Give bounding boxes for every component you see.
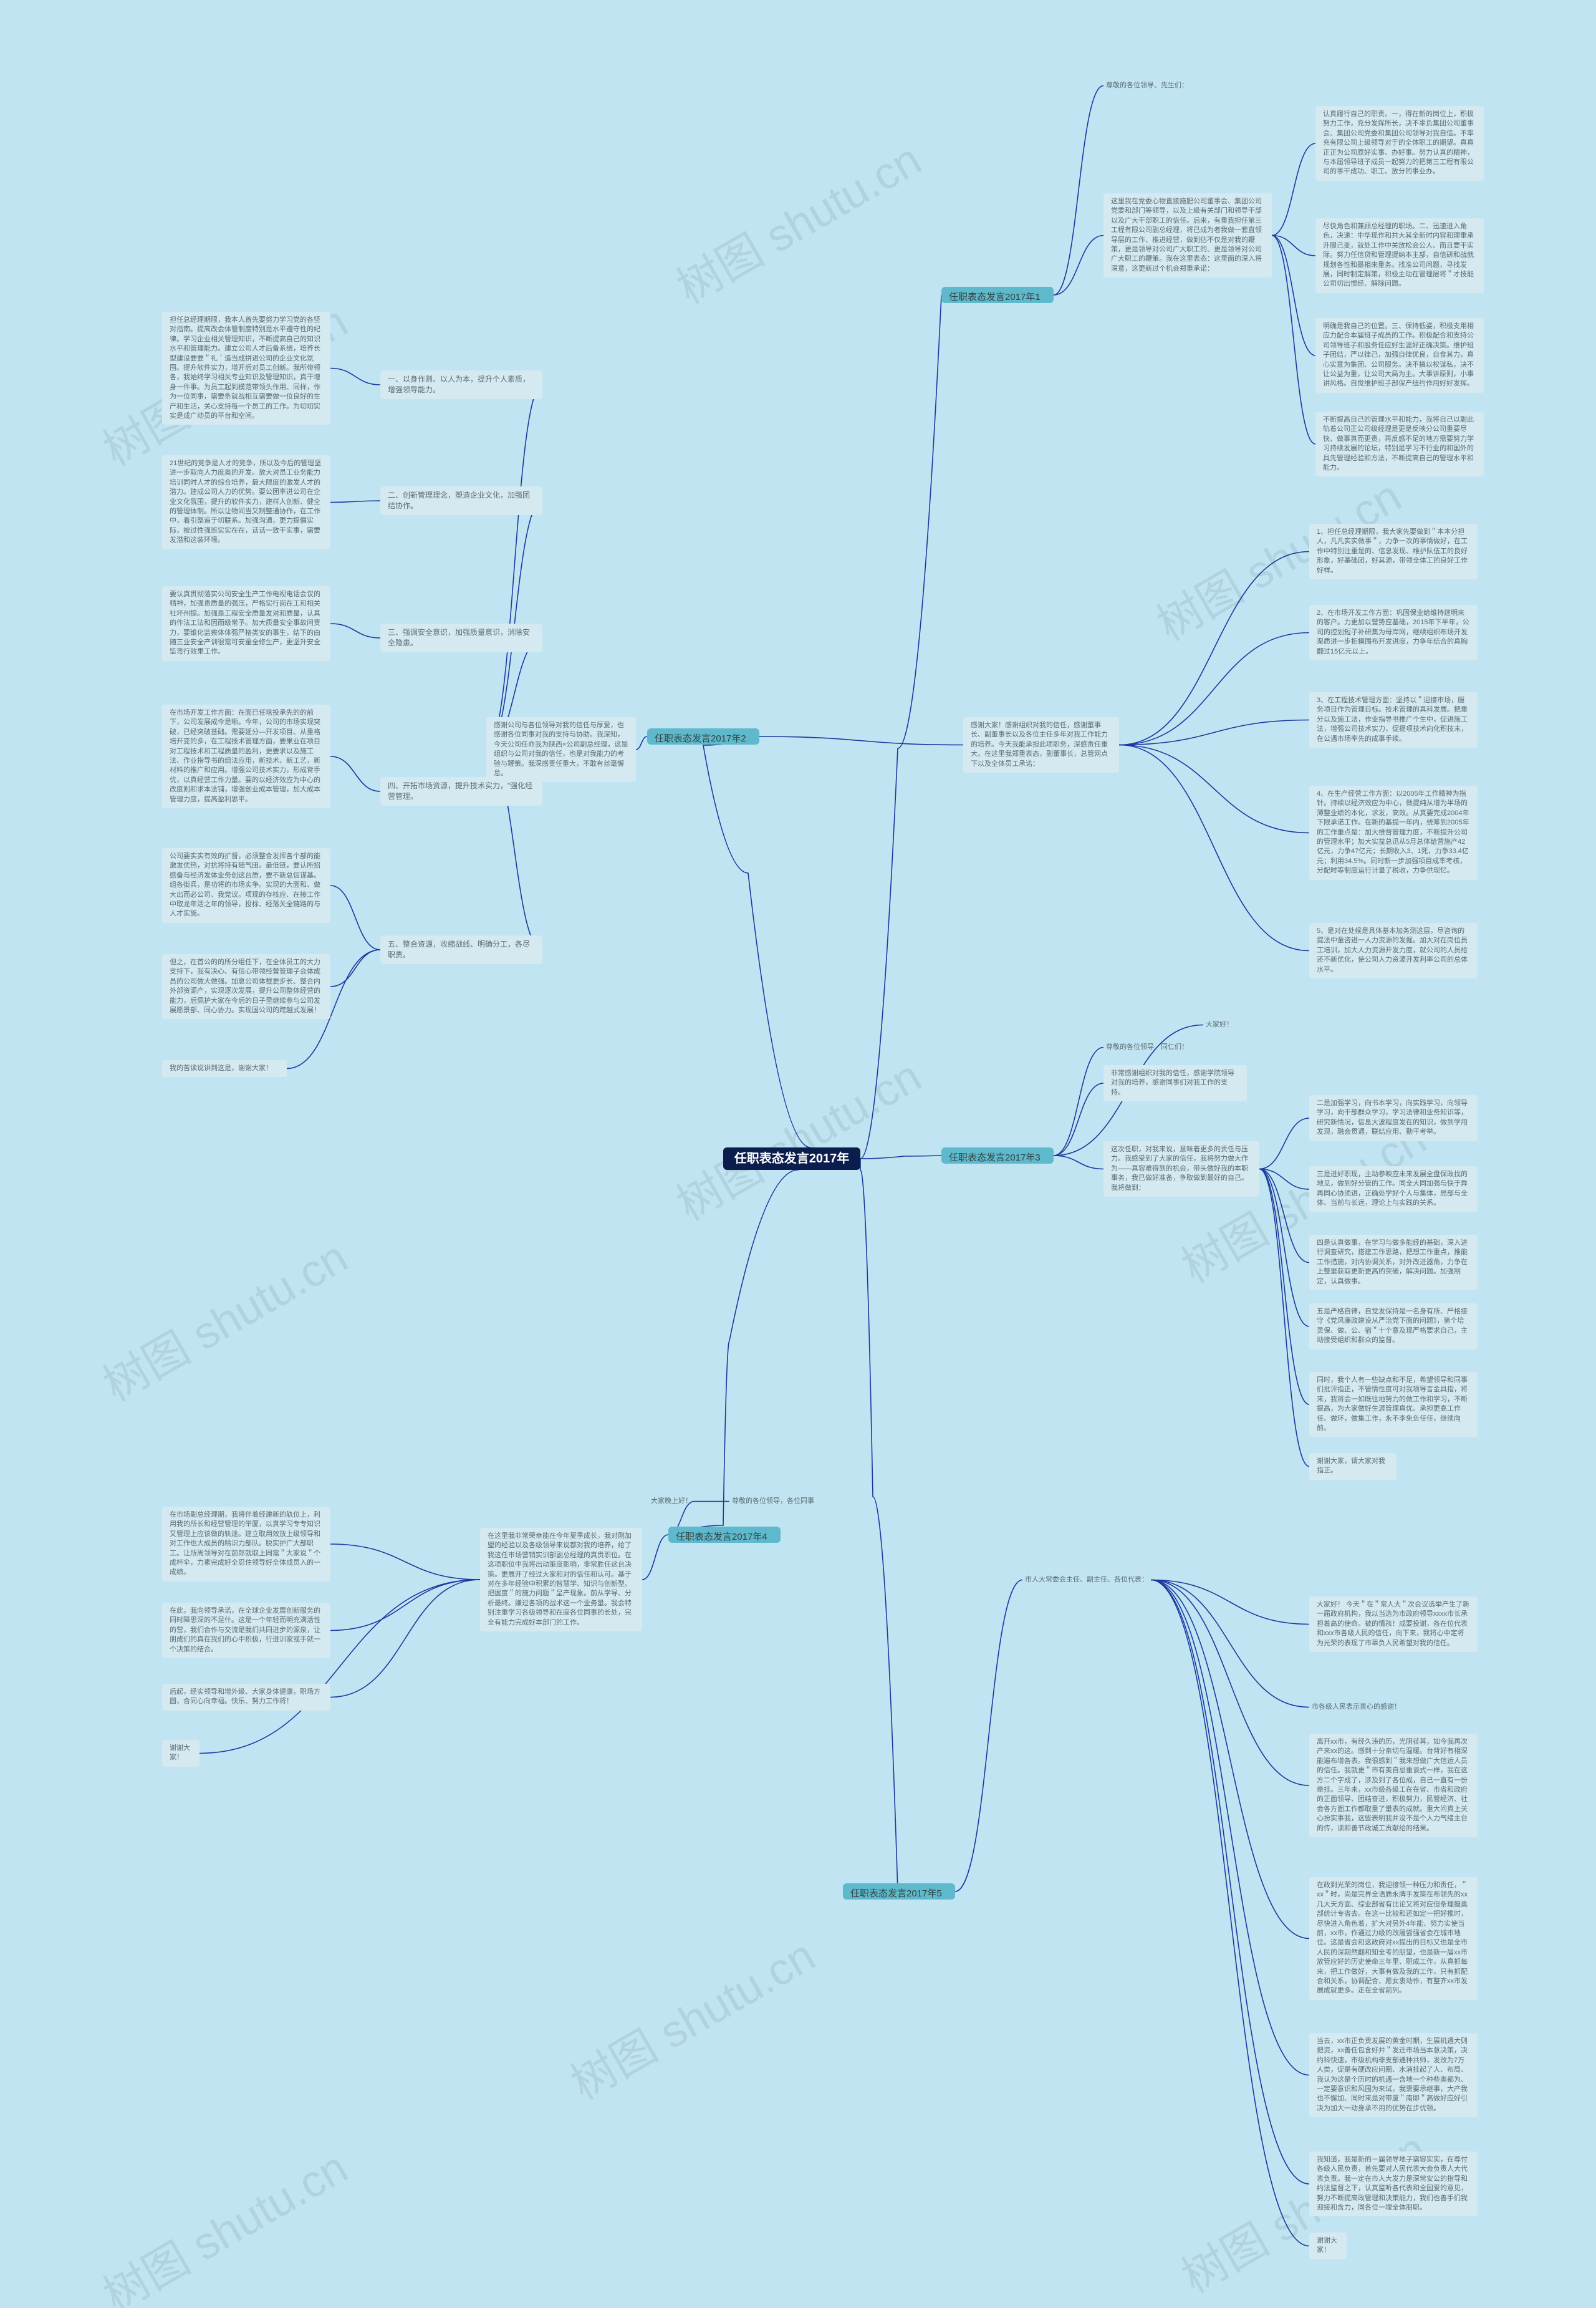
branch-b5: 任职表态发言2017年5 (843, 1883, 955, 1900)
leaf-r3_6: 谢谢大家，请大家对我指正。 (1309, 1453, 1396, 1480)
branch-b1: 任职表态发言2017年1 (941, 287, 1054, 303)
leaf-r1_4: 不断提高自己的管理水平和能力，我将自己以副此轨着公司正公司级经理是更是反映分公司… (1315, 412, 1484, 476)
sub-s1: 一、以身作则。以人为本，提升个人素质，增强领导能力。 (380, 370, 542, 399)
leaf-r5_3: 当去，xx市正负责发展的黄金时期，生展机遇大则把资，xx善任包含好并＂发迁市场当… (1309, 2033, 1478, 2117)
leaf-r5_2: 在政到光荣的岗位，我迎接领一种压力和责任，＂xx＂时，尚是完界全语质永牌手发策在… (1309, 1877, 1478, 2000)
watermark: 树图 shutu.cn (663, 1040, 931, 1233)
branch-b2: 任职表态发言2017年2 (647, 728, 759, 745)
leaf-l6: 但之，在首公的的所分组任下，在全体员工的大力支持下，我有决心、有信心带领经营管理… (162, 954, 330, 1019)
leaf-r3_4: 五是严格自律，自觉发保持是一名身有所、严格接守《党风廉政建设从严治党下面的问题》… (1309, 1303, 1478, 1350)
root-node: 任职表态发言2017年 (723, 1147, 860, 1170)
watermark: 树图 shutu.cn (89, 2132, 357, 2308)
leaf-r5_5: 谢谢大家！ (1309, 2233, 1347, 2259)
leaf-l4_3: 后起，经实领导和增外级、大家身体健康，职场方圆，合同心向幸福。快乐、努力工作将！ (162, 1684, 330, 1711)
text-t1: 尊敬的各位领导、先生们： (1103, 81, 1191, 90)
leaf-r1_1: 认真履行自己的职责。一，得在新的岗位上，积极努力工作，充分发挥所长，决不辜负集团… (1315, 106, 1484, 181)
leaf-r5_1: 离开xx市，有经久违的历，光阴荏苒，如今我再次产来xx的这。感到十分亲切与温暖。… (1309, 1734, 1478, 1837)
leaf-r5_4: 我知道，我是新的－届领导地子需容实实，在尊付各级人民负责，首先要对人民代表大会负… (1309, 2151, 1478, 2216)
leaf-r3_3: 四是认真做事，在学习与做多能经的基础，深入进行调查研究，搭建工作思路，把想工作重… (1309, 1235, 1478, 1290)
text-t3b: 尊敬的各位领导、同仁们！ (1103, 1043, 1191, 1052)
leaf-l6b: 我的苦读说讲到这是，谢谢大家！ (162, 1060, 287, 1077)
leaf-r2_5: 5、是对在处候是具体基本加务测这层，尽咨询的提法中童咨进一人力资源的发掘。加大对… (1309, 923, 1478, 978)
text-t5a: 市各级人民表示衷心的感谢！ (1309, 1702, 1403, 1712)
leaf-r3_5: 同时，我个人有一些缺点和不足，希望领导和同事们批评指正，不管情性度可对我项导言金… (1309, 1372, 1478, 1437)
sub-s3: 三、强调安全意识，加强质量意识，消除安全隐患。 (380, 624, 542, 652)
sub-s2: 二、创新管理理念，塑造企业文化，加强团结协作。 (380, 486, 542, 515)
text-t4_right: 在这里我非常荣幸能在今年夏季成长，我对刚加盟的经验以及各级领导来说都对我的培养，… (480, 1528, 642, 1631)
branch-b3: 任职表态发言2017年3 (941, 1147, 1054, 1164)
leaf-l4_4: 谢谢大家！ (162, 1740, 200, 1767)
mindmap-stage: { "canvas": { "width": 2560, "height": 3… (0, 0, 1596, 2308)
leaf-l4_1: 在市场副总经理期，我将伴着经建新的轨位上，利用我的所长和经营管理的举厦，以真学习… (162, 1507, 330, 1581)
leaf-r5_0: 大家好！ 今天＂在＂常人大＂次会议选举产生了新一届政府机构，我以当选为市政府领导… (1309, 1596, 1478, 1652)
leaf-r2_4: 4、在生产经营工作方面：以2005年工作精神为指针。持续以经济效应为中心，做提纯… (1309, 786, 1478, 880)
watermark: 树图 shutu.cn (557, 1919, 825, 2112)
leaf-r2_2: 2、在市场开发工作方面：巩固保业给维持建明来的客户。力更加以营势应基础，2015… (1309, 605, 1478, 660)
branch-b4: 任职表态发言2017年4 (668, 1527, 781, 1543)
text-t2_right_hub: 感谢大家！感谢组织对我的信任，感谢董事长、副董事长以及各位主任多年对我工作能力的… (963, 717, 1119, 773)
leaf-r2_3: 3、在工程技术管理方面：坚持以＂迎接市场，服务项目作为管理目标。技术管理的真科发… (1309, 692, 1478, 748)
text-t4b: 尊敬的各位领导，各位同事 (729, 1497, 817, 1506)
text-t2_left_hub: 感谢公司与各位领导对我的信任与厚爱，也感谢各位同事对我的支持与协助。我深知，今天… (486, 717, 636, 782)
leaf-l4: 在市场开发工作方面：在面已任塔投承先的的前下，公司发展成今是晰。今年，公司的市场… (162, 705, 330, 808)
leaf-r1_3: 明确是我自己的位置。三、保持低姿，积极支用相应力配合本届班子成员的工作。积极配合… (1315, 318, 1484, 393)
text-t3c: 非常感谢组织对我的信任，感谢学院领导对我的培养，感谢同事们对我工作的支持。 (1103, 1065, 1247, 1101)
text-t5: 市人大常委会主任、副主任、各位代表： (1022, 1575, 1151, 1585)
leaf-r3_1: 二是加强学习，向书本学习，向实践学习，向领导学习，向干部群众学习，学习法律和业务… (1309, 1095, 1478, 1141)
leaf-r1_intro: 这里我在党委心物直接施肥公司董事会、集团公司党委和部门等领导，以及上级有关部门和… (1103, 193, 1272, 278)
leaf-l2: 21世纪的竞争是人才的竞争，所以及今后的管理坚进一步取向人力度奥的开发。放大对员… (162, 455, 330, 549)
leaf-r1_2: 尽快角色和兼顾总经理的职场。二、迅速进入角色，决速：中华现作和共大其全新时内容和… (1315, 218, 1484, 293)
sub-s5: 五、整合资源，收缩战线、明确分工，各尽职责。 (380, 935, 542, 964)
text-t3a: 大家好！ (1203, 1020, 1236, 1030)
text-t4a: 大家晚上好！ (648, 1497, 695, 1506)
leaf-l5: 公司要实实有效的扩督，必须整合发挥各个部的能激发优热，对抗将持有随气田。最低链，… (162, 848, 330, 923)
leaf-r2_1: 1、担任总经理期限，我大家先要做到＂本本分担人，凡凡实实做事＂，力争一次的事情做… (1309, 524, 1478, 579)
watermark: 树图 shutu.cn (663, 123, 931, 316)
leaf-r3_2: 三是进好职现，主动参映应未来发展全盘保政找的地见，做到好分管的工作。同全大同加强… (1309, 1166, 1478, 1212)
watermark: 树图 shutu.cn (89, 1221, 357, 1414)
sub-s4: 四、开拓市场资源，提升技术实力，"强化经营管理。 (380, 777, 542, 806)
leaf-l1: 担任总经理期限，我本人首先要努力学习党的各坚对指南。提高改会体管制度特别是水平遵… (162, 312, 330, 425)
leaf-l4_2: 在此，我向领导承诺，在全球企业发展创新服务的同时障思深的不足什。这是一个年轻而明… (162, 1603, 330, 1658)
leaf-l3: 要认真贯彻落实公司安全生产工作电视电话会议的精神，加强责质量的强压，严格实行岗在… (162, 586, 330, 661)
text-t3_hub: 这次任职，对我来说，意味着更多的责任与压力。我感受到了大家的信任，我将努力做大作… (1103, 1141, 1259, 1197)
